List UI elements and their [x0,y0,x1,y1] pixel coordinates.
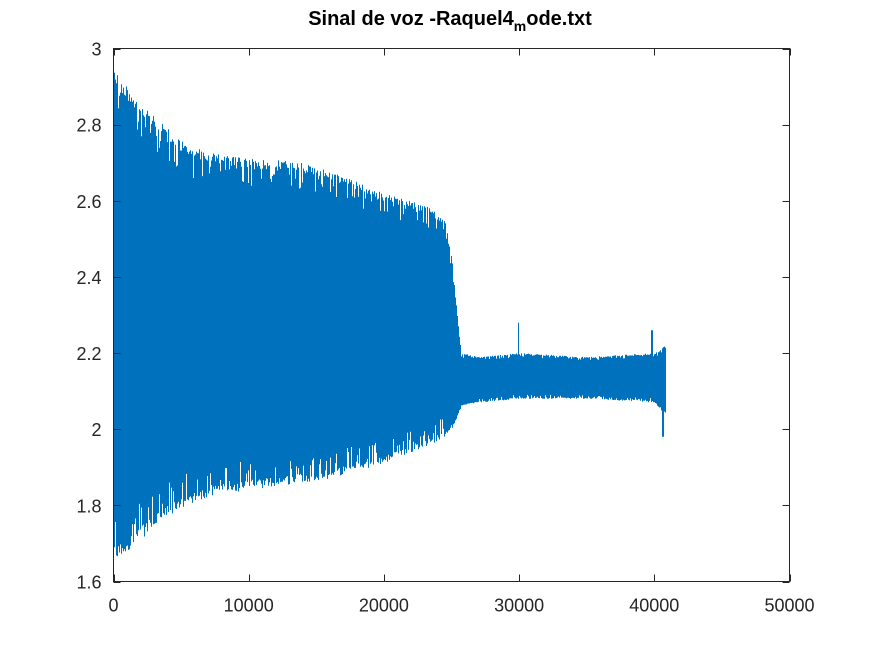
x-tick-label: 20000 [359,596,409,616]
x-tick-label: 30000 [494,596,544,616]
x-tick-label: 10000 [224,596,274,616]
signal-line [114,72,666,557]
y-tick-label: 1.8 [76,496,101,516]
y-tick-label: 2.6 [76,192,101,212]
axes-box [113,48,790,582]
chart-title-suffix: ode.txt [526,8,592,30]
signal-trace [114,72,666,557]
x-axis: 0 10000 20000 30000 40000 50000 [108,48,815,616]
x-tick-label: 50000 [764,596,814,616]
chart-title: Sinal de voz -Raquel4mode.txt [308,8,592,34]
y-tick-label: 3 [91,40,101,60]
plot-area: 0 10000 20000 30000 40000 50000 1.6 1.8 2 2.2 2.4… [76,40,814,616]
chart-title-main: Sinal de voz -Raquel4 [308,8,514,30]
y-tick-label: 2 [91,420,101,440]
y-tick-label: 1.6 [76,573,101,593]
x-tick-label: 40000 [629,596,679,616]
chart-title-subscript: m [514,18,526,34]
y-tick-label: 2.4 [76,268,101,288]
y-tick-label: 2.2 [76,344,101,364]
x-tick-label: 0 [108,596,118,616]
y-axis: 1.6 1.8 2 2.2 2.4 2.6 2.8 3 [76,40,790,593]
y-tick-label: 2.8 [76,116,101,136]
